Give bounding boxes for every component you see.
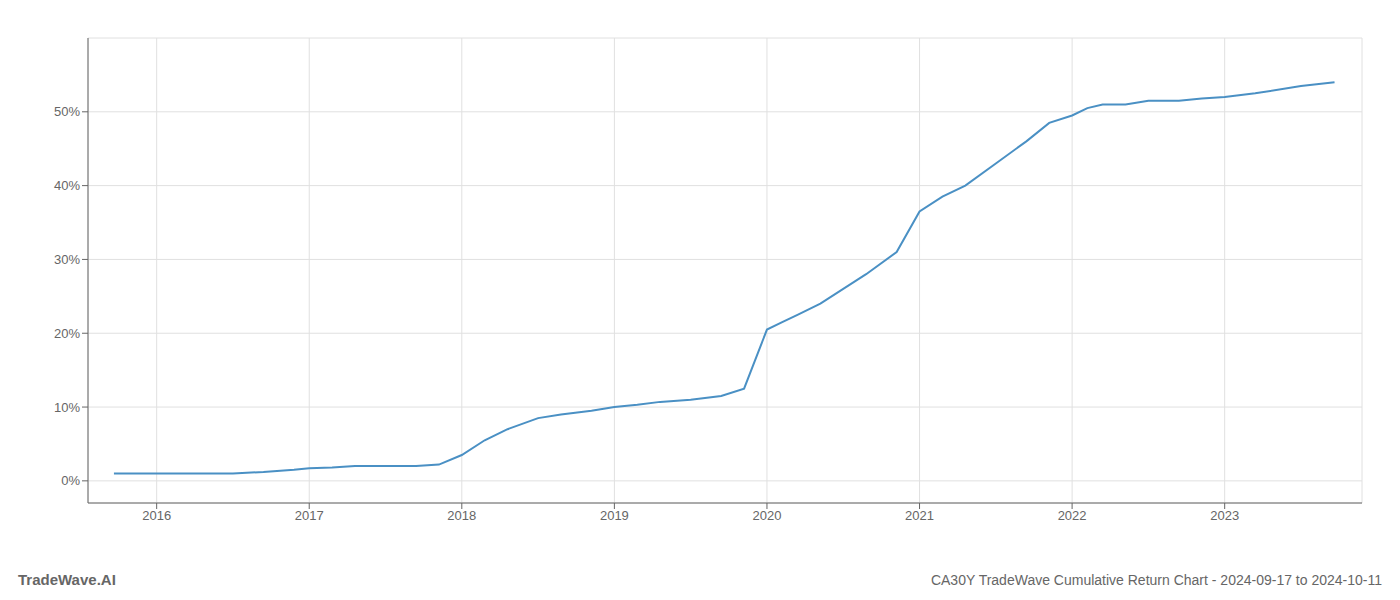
- svg-text:2017: 2017: [295, 508, 324, 523]
- svg-text:2021: 2021: [905, 508, 934, 523]
- svg-text:50%: 50%: [54, 104, 80, 119]
- svg-text:30%: 30%: [54, 252, 80, 267]
- svg-text:2020: 2020: [752, 508, 781, 523]
- svg-text:2022: 2022: [1058, 508, 1087, 523]
- svg-text:2019: 2019: [600, 508, 629, 523]
- svg-text:10%: 10%: [54, 400, 80, 415]
- svg-text:2018: 2018: [447, 508, 476, 523]
- svg-text:2023: 2023: [1210, 508, 1239, 523]
- html-text:TradeWave.AI: TradeWave.AI: [18, 571, 116, 588]
- html-text:CA30Y TradeWave Cumulative Ret: CA30Y TradeWave Cumulative Return Chart …: [930, 572, 1382, 588]
- svg-text:0%: 0%: [61, 473, 80, 488]
- svg-text:40%: 40%: [54, 178, 80, 193]
- svg-text:2016: 2016: [142, 508, 171, 523]
- svg-text:20%: 20%: [54, 326, 80, 341]
